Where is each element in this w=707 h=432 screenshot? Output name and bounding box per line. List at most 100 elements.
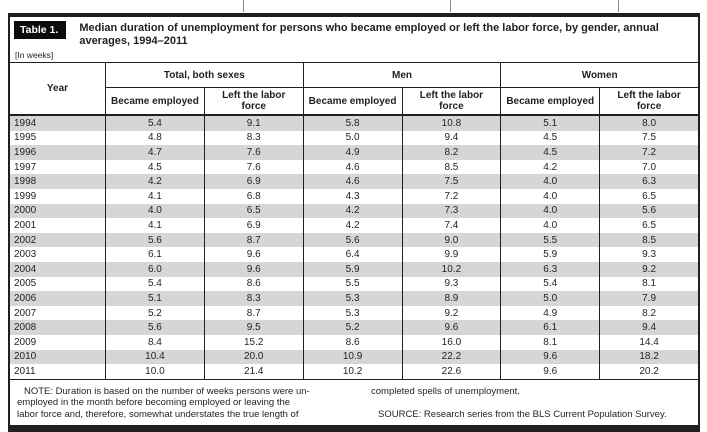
table-label: Table 1. xyxy=(14,21,67,39)
value-cell: 4.5 xyxy=(500,130,599,146)
value-cell: 5.1 xyxy=(105,291,204,306)
year-cell: 1998 xyxy=(14,176,37,188)
subheader-total-left-labor-force: Left the labor force xyxy=(203,88,303,114)
value-cell: 9.5 xyxy=(203,320,303,335)
value-cell: 5.2 xyxy=(302,320,402,335)
value-cell: 4.7 xyxy=(105,145,204,160)
table-row: 2004 6.0 9.6 5.9 10.2 6.3 9.2 xyxy=(10,261,698,277)
value-cell: 6.0 xyxy=(105,261,204,277)
value-cell: 6.8 xyxy=(203,188,303,204)
value-cell: 22.6 xyxy=(401,364,501,379)
value-cell: 7.2 xyxy=(599,145,698,160)
year-cell: 2010 xyxy=(14,351,37,363)
value-cell: 8.3 xyxy=(203,291,303,306)
value-cell: 16.0 xyxy=(401,334,501,350)
value-cell: 9.6 xyxy=(203,261,303,277)
value-cell: 9.6 xyxy=(203,247,303,262)
year-cell: 1994 xyxy=(14,117,37,129)
table-row: 2002 5.6 8.7 5.6 9.0 5.5 8.5 xyxy=(10,232,698,248)
year-cell: 2005 xyxy=(14,278,37,290)
value-cell: 4.2 xyxy=(302,203,402,219)
value-cell: 6.9 xyxy=(203,218,303,233)
value-cell: 14.4 xyxy=(599,334,698,350)
value-cell: 5.3 xyxy=(302,291,402,306)
value-cell: 5.1 xyxy=(500,116,599,131)
subheader-label: Left the labor force xyxy=(419,90,484,112)
year-cell: 2003 xyxy=(14,249,37,261)
table-row: 2000 4.0 6.5 4.2 7.3 4.0 5.6 xyxy=(10,203,698,219)
units-note: [In weeks] xyxy=(15,50,54,60)
value-cell: 5.0 xyxy=(302,130,402,146)
value-cell: 7.9 xyxy=(599,291,698,306)
value-cell: 7.4 xyxy=(401,218,501,233)
value-cell: 4.3 xyxy=(302,188,402,204)
value-cell: 6.5 xyxy=(599,188,698,204)
subheader-label: Became employed xyxy=(111,95,199,107)
value-cell: 4.6 xyxy=(302,159,402,175)
value-cell: 6.5 xyxy=(203,203,303,219)
year-cell: 1995 xyxy=(14,132,37,144)
value-cell: 10.9 xyxy=(302,349,402,365)
value-cell: 4.0 xyxy=(500,174,599,189)
value-cell: 8.9 xyxy=(401,291,501,306)
group-header-total: Total, both sexes xyxy=(105,63,303,88)
value-cell: 5.6 xyxy=(599,203,698,219)
value-cell: 7.6 xyxy=(203,145,303,160)
value-cell: 4.2 xyxy=(302,218,402,233)
value-cell: 8.1 xyxy=(599,276,698,292)
table-row: 2007 5.2 8.7 5.3 9.2 4.9 8.2 xyxy=(10,305,698,321)
value-cell: 22.2 xyxy=(401,349,501,365)
value-cell: 8.2 xyxy=(599,305,698,321)
value-cell: 9.6 xyxy=(401,320,501,335)
value-cell: 10.2 xyxy=(302,364,402,379)
table-row: 1996 4.7 7.6 4.9 8.2 4.5 7.2 xyxy=(10,145,698,160)
group-header-women: Women xyxy=(500,63,698,88)
value-cell: 7.6 xyxy=(203,159,303,175)
value-cell: 9.4 xyxy=(599,320,698,335)
value-cell: 10.0 xyxy=(105,364,204,379)
table-title: Median duration of unemployment for pers… xyxy=(79,22,659,47)
table-row: 2003 6.1 9.6 6.4 9.9 5.9 9.3 xyxy=(10,247,698,262)
value-cell: 10.4 xyxy=(105,349,204,365)
table-row: 1998 4.2 6.9 4.6 7.5 4.0 6.3 xyxy=(10,174,698,189)
value-cell: 6.4 xyxy=(302,247,402,262)
value-cell: 5.4 xyxy=(105,116,204,131)
value-cell: 5.5 xyxy=(302,276,402,292)
table-row: 2005 5.4 8.6 5.5 9.3 5.4 8.1 xyxy=(10,276,698,292)
table-row: 2001 4.1 6.9 4.2 7.4 4.0 6.5 xyxy=(10,218,698,233)
column-headers: Year Total, both sexes Men Women Became … xyxy=(10,63,698,116)
value-cell: 8.6 xyxy=(203,276,303,292)
value-cell: 4.0 xyxy=(105,203,204,219)
value-cell: 18.2 xyxy=(599,349,698,365)
value-cell: 21.4 xyxy=(203,364,303,379)
table-1: Table 1. Median duration of unemployment… xyxy=(8,13,700,432)
value-cell: 4.6 xyxy=(302,174,402,189)
value-cell: 5.4 xyxy=(105,276,204,292)
value-cell: 9.2 xyxy=(599,261,698,277)
year-cell: 2011 xyxy=(14,365,36,377)
value-cell: 9.9 xyxy=(401,247,501,262)
value-cell: 9.2 xyxy=(401,305,501,321)
value-cell: 8.4 xyxy=(105,334,204,350)
value-cell: 5.6 xyxy=(105,232,204,248)
value-cell: 8.1 xyxy=(500,334,599,350)
year-column-header: Year xyxy=(46,83,69,94)
footnote: NOTE: Duration is based on the number of… xyxy=(10,378,698,425)
subheader-label: Became employed xyxy=(308,95,397,107)
year-cell: 2000 xyxy=(14,205,37,217)
value-cell: 9.4 xyxy=(401,130,501,146)
value-cell: 7.5 xyxy=(599,130,698,146)
table-title-area: Table 1. Median duration of unemployment… xyxy=(10,17,698,63)
value-cell: 9.1 xyxy=(203,116,303,131)
subheader-label: Left the labor force xyxy=(222,90,286,112)
table-row: 2006 5.1 8.3 5.3 8.9 5.0 7.9 xyxy=(10,291,698,306)
value-cell: 5.9 xyxy=(302,261,402,277)
table-row: 1994 5.4 9.1 5.8 10.8 5.1 8.0 xyxy=(10,116,698,131)
footnote-note: NOTE: Duration is based on the number of… xyxy=(17,386,349,421)
table-body: 1994 5.4 9.1 5.8 10.8 5.1 8.0 1995 4.8 8.3 5.0 9.4 4… xyxy=(10,116,698,379)
value-cell: 10.8 xyxy=(401,116,501,131)
footnote-line: completed spells of unemployment. xyxy=(371,385,520,397)
value-cell: 8.3 xyxy=(203,130,303,146)
value-cell: 5.4 xyxy=(500,276,599,292)
footnote-line: labor force and, therefore, somewhat und… xyxy=(17,408,299,420)
